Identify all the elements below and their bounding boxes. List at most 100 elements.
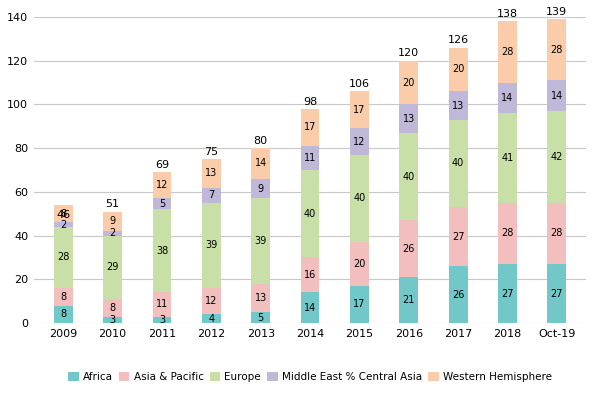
Bar — [152, 199, 171, 209]
Text: 126: 126 — [448, 35, 469, 45]
Bar — [103, 236, 122, 299]
Bar — [548, 203, 566, 264]
Text: 11: 11 — [156, 299, 168, 310]
Text: 8: 8 — [60, 292, 67, 302]
Text: 80: 80 — [253, 136, 268, 146]
Text: 40: 40 — [403, 171, 415, 182]
Bar — [152, 316, 171, 323]
Text: 46: 46 — [56, 210, 70, 220]
Text: 20: 20 — [402, 78, 415, 87]
Text: 2: 2 — [60, 220, 67, 230]
Text: 7: 7 — [208, 190, 214, 200]
Text: 120: 120 — [398, 48, 419, 58]
Bar — [152, 209, 171, 292]
Text: 38: 38 — [156, 246, 168, 256]
Bar — [103, 299, 122, 316]
Bar — [152, 292, 171, 316]
Text: 14: 14 — [551, 91, 563, 100]
Text: 11: 11 — [304, 153, 316, 163]
Bar — [54, 288, 73, 306]
Bar — [301, 292, 319, 323]
Text: 12: 12 — [353, 137, 365, 147]
Bar — [202, 188, 221, 203]
Text: 13: 13 — [255, 293, 267, 303]
Bar — [251, 179, 270, 199]
Text: 14: 14 — [502, 93, 514, 103]
Legend: Africa, Asia & Pacific, Europe, Middle East % Central Asia, Western Hemisphere: Africa, Asia & Pacific, Europe, Middle E… — [64, 368, 556, 387]
Text: 29: 29 — [106, 262, 119, 272]
Bar — [449, 120, 468, 207]
Bar — [399, 61, 418, 104]
Text: 28: 28 — [551, 45, 563, 55]
Bar — [548, 80, 566, 111]
Bar — [350, 286, 369, 323]
Text: 16: 16 — [304, 270, 316, 280]
Text: 21: 21 — [402, 295, 415, 305]
Bar — [498, 203, 517, 264]
Text: 5: 5 — [159, 199, 165, 209]
Bar — [449, 91, 468, 120]
Text: 8: 8 — [60, 309, 67, 319]
Bar — [103, 231, 122, 236]
Bar — [301, 109, 319, 146]
Bar — [54, 306, 73, 323]
Text: 9: 9 — [110, 216, 116, 227]
Text: 39: 39 — [205, 240, 217, 251]
Text: 28: 28 — [502, 47, 514, 57]
Bar — [399, 220, 418, 277]
Text: 39: 39 — [255, 236, 267, 246]
Bar — [350, 242, 369, 286]
Text: 8: 8 — [110, 303, 116, 313]
Bar — [449, 207, 468, 266]
Text: 75: 75 — [204, 147, 218, 157]
Text: 4: 4 — [208, 314, 214, 324]
Bar — [202, 203, 221, 288]
Bar — [251, 312, 270, 323]
Bar — [251, 148, 270, 179]
Text: 139: 139 — [546, 7, 567, 17]
Text: 12: 12 — [155, 180, 168, 190]
Bar — [251, 284, 270, 312]
Text: 8: 8 — [60, 209, 67, 219]
Bar — [350, 155, 369, 242]
Text: 40: 40 — [452, 158, 464, 169]
Text: 20: 20 — [353, 259, 365, 269]
Bar — [548, 19, 566, 80]
Bar — [498, 83, 517, 113]
Bar — [301, 170, 319, 258]
Bar — [449, 266, 468, 323]
Text: 20: 20 — [452, 65, 464, 74]
Text: 27: 27 — [452, 232, 465, 242]
Text: 26: 26 — [452, 290, 464, 300]
Bar — [301, 258, 319, 292]
Bar — [301, 146, 319, 170]
Text: 17: 17 — [353, 299, 365, 310]
Text: 27: 27 — [502, 288, 514, 299]
Text: 106: 106 — [349, 79, 370, 89]
Bar — [399, 277, 418, 323]
Text: 5: 5 — [258, 312, 264, 323]
Bar — [498, 113, 517, 203]
Text: 28: 28 — [502, 229, 514, 238]
Text: 17: 17 — [304, 123, 316, 132]
Text: 98: 98 — [303, 97, 317, 107]
Text: 13: 13 — [205, 168, 217, 178]
Bar — [103, 212, 122, 231]
Text: 26: 26 — [402, 244, 415, 254]
Bar — [449, 48, 468, 91]
Text: 12: 12 — [205, 296, 218, 306]
Text: 3: 3 — [159, 315, 165, 325]
Text: 13: 13 — [452, 100, 464, 110]
Bar — [54, 223, 73, 227]
Text: 9: 9 — [258, 184, 264, 193]
Text: 14: 14 — [255, 158, 267, 169]
Bar — [399, 133, 418, 220]
Text: 41: 41 — [502, 153, 514, 163]
Bar — [548, 264, 566, 323]
Text: 40: 40 — [304, 209, 316, 219]
Text: 40: 40 — [353, 193, 365, 203]
Bar — [498, 21, 517, 83]
Bar — [202, 159, 221, 188]
Bar — [54, 227, 73, 288]
Bar — [103, 316, 122, 323]
